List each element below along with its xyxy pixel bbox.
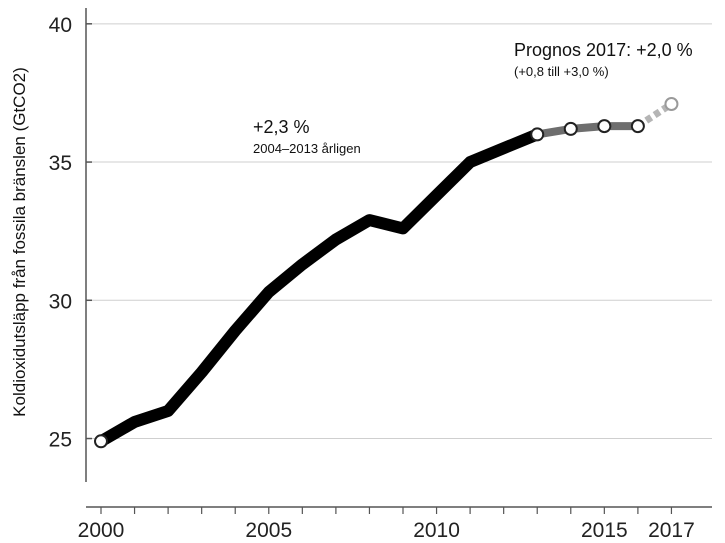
y-tick-label-40: 40 bbox=[49, 14, 72, 37]
forecast-annotation-title: Prognos 2017: +2,0 % bbox=[514, 40, 693, 60]
data-series bbox=[97, 101, 674, 447]
data-point-2013 bbox=[530, 127, 545, 142]
y-tick-label-30: 30 bbox=[49, 290, 72, 313]
data-markers bbox=[94, 97, 679, 449]
y-tick-labels: 25 30 35 40 bbox=[49, 14, 92, 452]
series-line-recent bbox=[536, 122, 638, 139]
y-axis-label: Koldioxidutsläpp från fossila bränslen (… bbox=[10, 67, 29, 417]
growth-annotation-title: +2,3 % bbox=[253, 117, 310, 137]
data-point-2015 bbox=[597, 119, 612, 134]
x-tick-label-2017: 2017 bbox=[648, 519, 695, 542]
y-tick-label-35: 35 bbox=[49, 152, 72, 175]
x-tick-label-2000: 2000 bbox=[78, 519, 125, 542]
x-tick-label-2005: 2005 bbox=[245, 519, 292, 542]
data-point-2014 bbox=[563, 121, 578, 136]
x-tick-label-2015: 2015 bbox=[581, 519, 628, 542]
x-tick-labels: 2000 2005 2010 2015 2017 bbox=[78, 507, 695, 542]
x-tick-label-2010: 2010 bbox=[413, 519, 460, 542]
data-point-2017 bbox=[664, 97, 679, 111]
forecast-annotation-subtitle: (+0,8 till +3,0 %) bbox=[514, 64, 609, 79]
series-line-historical bbox=[97, 128, 540, 447]
gridlines bbox=[86, 23, 712, 440]
y-tick-label-25: 25 bbox=[49, 429, 72, 452]
data-point-2000 bbox=[94, 434, 108, 449]
growth-annotation-subtitle: 2004–2013 årligen bbox=[253, 141, 361, 156]
data-point-2016 bbox=[630, 119, 645, 134]
